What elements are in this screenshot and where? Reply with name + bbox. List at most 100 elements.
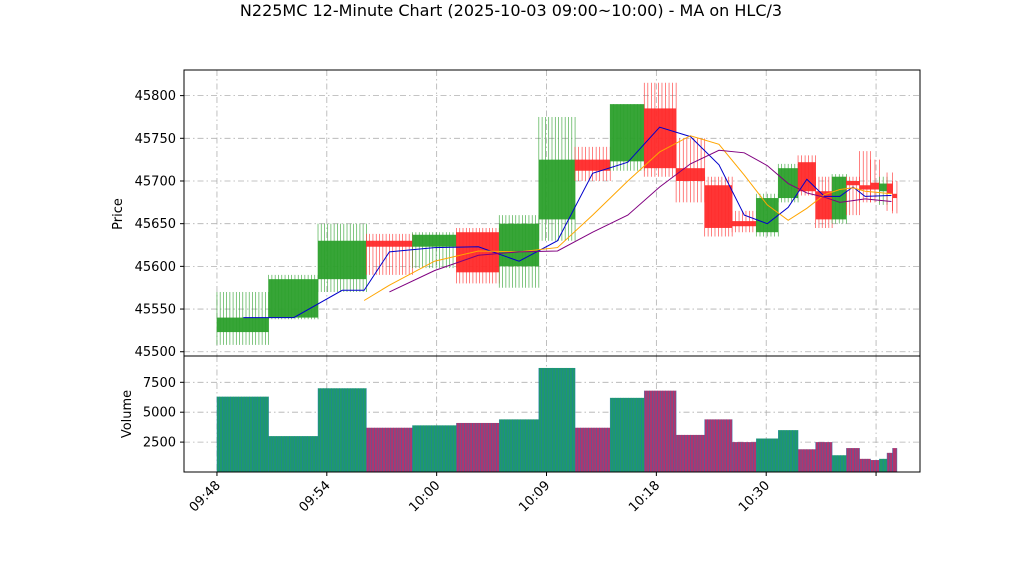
volume-bar (777, 430, 799, 472)
x-tick-label: 10:09 (516, 478, 553, 515)
volume-bar (538, 367, 576, 472)
volume-bar-fill (610, 397, 645, 472)
volume-bar (859, 458, 871, 472)
price-y-tick-label: 45750 (135, 132, 176, 147)
volume-bar-fill (870, 460, 880, 472)
candle-body (412, 234, 457, 247)
volume-bar-fill (216, 396, 269, 472)
price-y-tick-label: 45500 (135, 345, 176, 360)
candle (831, 174, 847, 224)
candle (574, 146, 611, 181)
candle-body (892, 193, 897, 199)
candle (815, 176, 833, 228)
candle (886, 172, 893, 211)
volume-bar (609, 397, 645, 472)
candle (731, 210, 757, 233)
price-axis-label: Price (111, 198, 126, 230)
volume-y-tick-label: 2500 (143, 436, 176, 451)
candle-body (676, 168, 705, 181)
candle (859, 151, 871, 203)
volume-y-tick-label: 5000 (143, 406, 176, 421)
x-tick-label: 10:00 (406, 478, 443, 515)
volume-bar (268, 436, 319, 472)
candle (538, 116, 576, 241)
price-y-tick-label: 45600 (135, 260, 176, 275)
volume-bar (756, 438, 779, 472)
candle-body (610, 104, 645, 162)
candle-body (704, 185, 733, 228)
candle-body (846, 180, 860, 186)
candle-body (859, 185, 871, 190)
candle-body (870, 182, 880, 190)
candle-body (887, 183, 893, 194)
candle (704, 176, 733, 237)
volume-bar-fill (366, 427, 413, 472)
candle-body (499, 223, 539, 267)
x-tick-label: 10:30 (736, 478, 773, 515)
volume-y-axis: 2500 5000 7500 (143, 376, 184, 451)
volume-bar (731, 442, 757, 472)
x-axis: 09:48 09:54 10:00 10:09 10:18 10:30 (187, 472, 877, 515)
volume-bar (456, 422, 500, 472)
volume-bar-fill (732, 442, 757, 472)
volume-bar (886, 452, 893, 472)
volume-bar (879, 458, 888, 472)
candle (317, 223, 367, 292)
candle (609, 104, 645, 171)
candle-body (318, 240, 367, 280)
volume-bar (675, 434, 705, 472)
candle (755, 193, 779, 237)
moving-average-line (389, 149, 892, 293)
volume-bar (366, 427, 413, 472)
volume-bar-fill (892, 448, 897, 472)
candle-body (732, 221, 757, 227)
moving-average-line (243, 126, 892, 319)
volume-bar (815, 442, 833, 472)
candle (675, 138, 706, 203)
volume-bar-fill (499, 419, 539, 472)
price-y-tick-label: 45700 (135, 174, 176, 189)
candle-body (798, 162, 816, 192)
volume-bar (412, 425, 457, 472)
candle (643, 82, 677, 177)
candle (366, 233, 413, 275)
volume-bar-fill (575, 427, 611, 472)
volume-bar (797, 449, 816, 472)
candle (846, 176, 860, 216)
moving-average-lines (243, 126, 892, 319)
price-y-axis: 45500 45550 45600 45650 45700 45750 45800 (135, 89, 184, 360)
volume-bar-fill (268, 436, 319, 472)
x-tick-label: 10:18 (626, 478, 663, 515)
candle-body (575, 159, 611, 171)
candle-body (216, 317, 269, 333)
candle (412, 232, 457, 269)
volume-bar-fill (538, 367, 576, 472)
volume-bar (317, 388, 367, 472)
volume-bar-fill (832, 455, 847, 472)
volume-axis-label: Volume (120, 390, 135, 438)
candle-body (879, 183, 888, 192)
candle-body (268, 279, 319, 318)
volume-bar (870, 460, 880, 472)
volume-bar-fill (846, 448, 860, 472)
price-y-tick-label: 45650 (135, 217, 176, 232)
volume-bars (216, 367, 898, 472)
volume-bar-fill (778, 430, 799, 472)
candle (268, 274, 319, 320)
candle-body (538, 159, 576, 220)
candle-body (832, 176, 847, 220)
x-tick-label: 09:48 (187, 478, 224, 515)
volume-bar (831, 455, 847, 472)
volume-panel-frame (183, 355, 921, 473)
volume-y-tick-label: 7500 (143, 376, 176, 391)
price-y-tick-label: 45550 (135, 303, 176, 318)
candle (216, 291, 269, 345)
x-tick-label: 09:54 (297, 478, 334, 515)
volume-bar (498, 419, 540, 472)
volume-bar (846, 448, 860, 472)
candle (456, 227, 500, 284)
candlestick-series (216, 82, 898, 345)
volume-bar (216, 396, 269, 472)
